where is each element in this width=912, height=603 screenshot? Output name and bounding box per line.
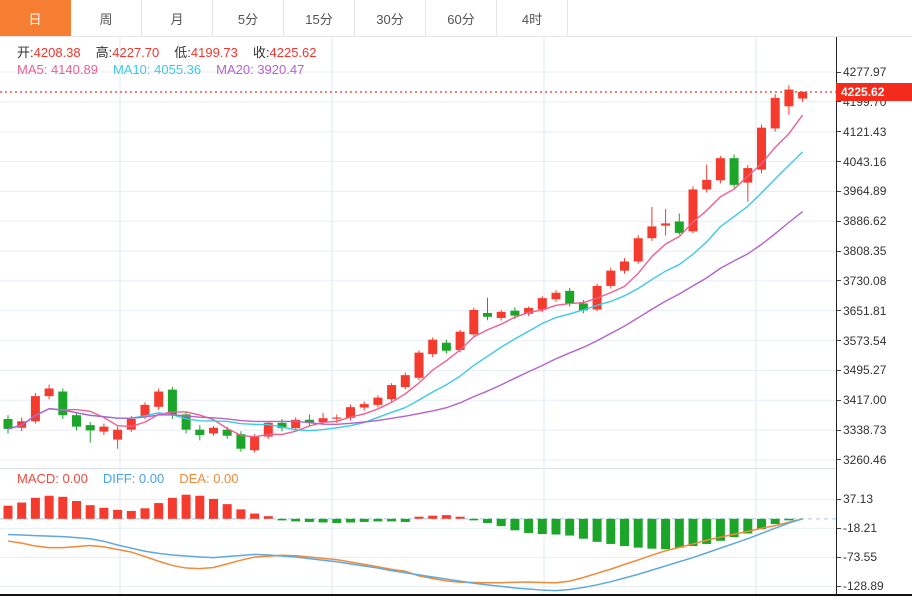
ohlc-row-item: 低:4199.73 bbox=[174, 45, 238, 60]
price-axis-label: 3886.62 bbox=[836, 213, 912, 229]
main-candlestick-chart[interactable] bbox=[0, 36, 836, 468]
last-price-badge: 4225.62 bbox=[836, 83, 912, 101]
ohlc-row-item: 高:4227.70 bbox=[95, 45, 160, 60]
ma-row-item: MA5: 4140.89 bbox=[17, 62, 98, 77]
ma-row-item: MA10: 4055.36 bbox=[112, 62, 202, 77]
price-axis-label: 3730.08 bbox=[836, 273, 912, 289]
tab-day[interactable]: 日 bbox=[0, 0, 71, 36]
price-axis-label: 4043.16 bbox=[836, 154, 912, 170]
price-axis-label: 4121.43 bbox=[836, 124, 912, 140]
macd-indicator-chart[interactable] bbox=[0, 470, 836, 594]
ohlc-row-item: 收:4225.62 bbox=[252, 45, 317, 60]
macd-row-item: DIFF: 0.00 bbox=[102, 471, 165, 486]
macd-histogram bbox=[3, 494, 794, 550]
ma-info-row: MA5: 4140.89 MA10: 4055.36 MA20: 3920.47 bbox=[17, 62, 319, 77]
period-tabbar: 日周月 5分 15分 30分 60分 4时 bbox=[0, 0, 912, 37]
pane-divider bbox=[0, 468, 836, 469]
chart-bottom-border bbox=[0, 594, 912, 596]
tab-5min[interactable]: 5分 bbox=[213, 0, 284, 36]
axis-line bbox=[836, 37, 837, 594]
tab-month[interactable]: 月 bbox=[142, 0, 213, 36]
ma10-line bbox=[7, 151, 804, 432]
macd-axis-label: -128.89 bbox=[836, 578, 912, 594]
tab-week[interactable]: 周 bbox=[71, 0, 142, 36]
tab-60min[interactable]: 60分 bbox=[426, 0, 497, 36]
price-axis-label: 3495.27 bbox=[836, 362, 912, 378]
price-axis-label: 4277.97 bbox=[836, 64, 912, 80]
price-axis-label: 3651.81 bbox=[836, 303, 912, 319]
macd-axis-label: 37.13 bbox=[836, 491, 912, 507]
price-axis-label: 3417.00 bbox=[836, 392, 912, 408]
price-axis-label: 3964.89 bbox=[836, 183, 912, 199]
macd-info-row: MACD: 0.00 DIFF: 0.00 DEA: 0.00 bbox=[17, 471, 254, 486]
tab-15min[interactable]: 15分 bbox=[284, 0, 355, 36]
price-axis-label: 3260.46 bbox=[836, 452, 912, 468]
diff-line bbox=[7, 518, 803, 592]
tab-4h[interactable]: 4时 bbox=[497, 0, 568, 36]
dea-line bbox=[7, 518, 803, 584]
main-grid bbox=[0, 36, 836, 468]
macd-row-item: MACD: 0.00 bbox=[17, 471, 88, 486]
ohlc-row-item: 开:4208.38 bbox=[17, 45, 81, 60]
price-axis-label: 3338.73 bbox=[836, 422, 912, 438]
price-axis-label: 3808.35 bbox=[836, 243, 912, 259]
price-axis-label: 3573.54 bbox=[836, 333, 912, 349]
macd-row-item: DEA: 0.00 bbox=[179, 471, 239, 486]
candles bbox=[3, 85, 808, 453]
macd-axis-label: -18.21 bbox=[836, 520, 912, 536]
ma5-line bbox=[7, 114, 804, 438]
ohlc-info-row: 开:4208.38 高:4227.70 低:4199.73 收:4225.62 bbox=[17, 42, 332, 61]
tab-30min[interactable]: 30分 bbox=[355, 0, 426, 36]
ma-row-item: MA20: 3920.47 bbox=[216, 62, 305, 77]
macd-axis-label: -73.55 bbox=[836, 549, 912, 565]
ma20-line bbox=[7, 211, 804, 430]
